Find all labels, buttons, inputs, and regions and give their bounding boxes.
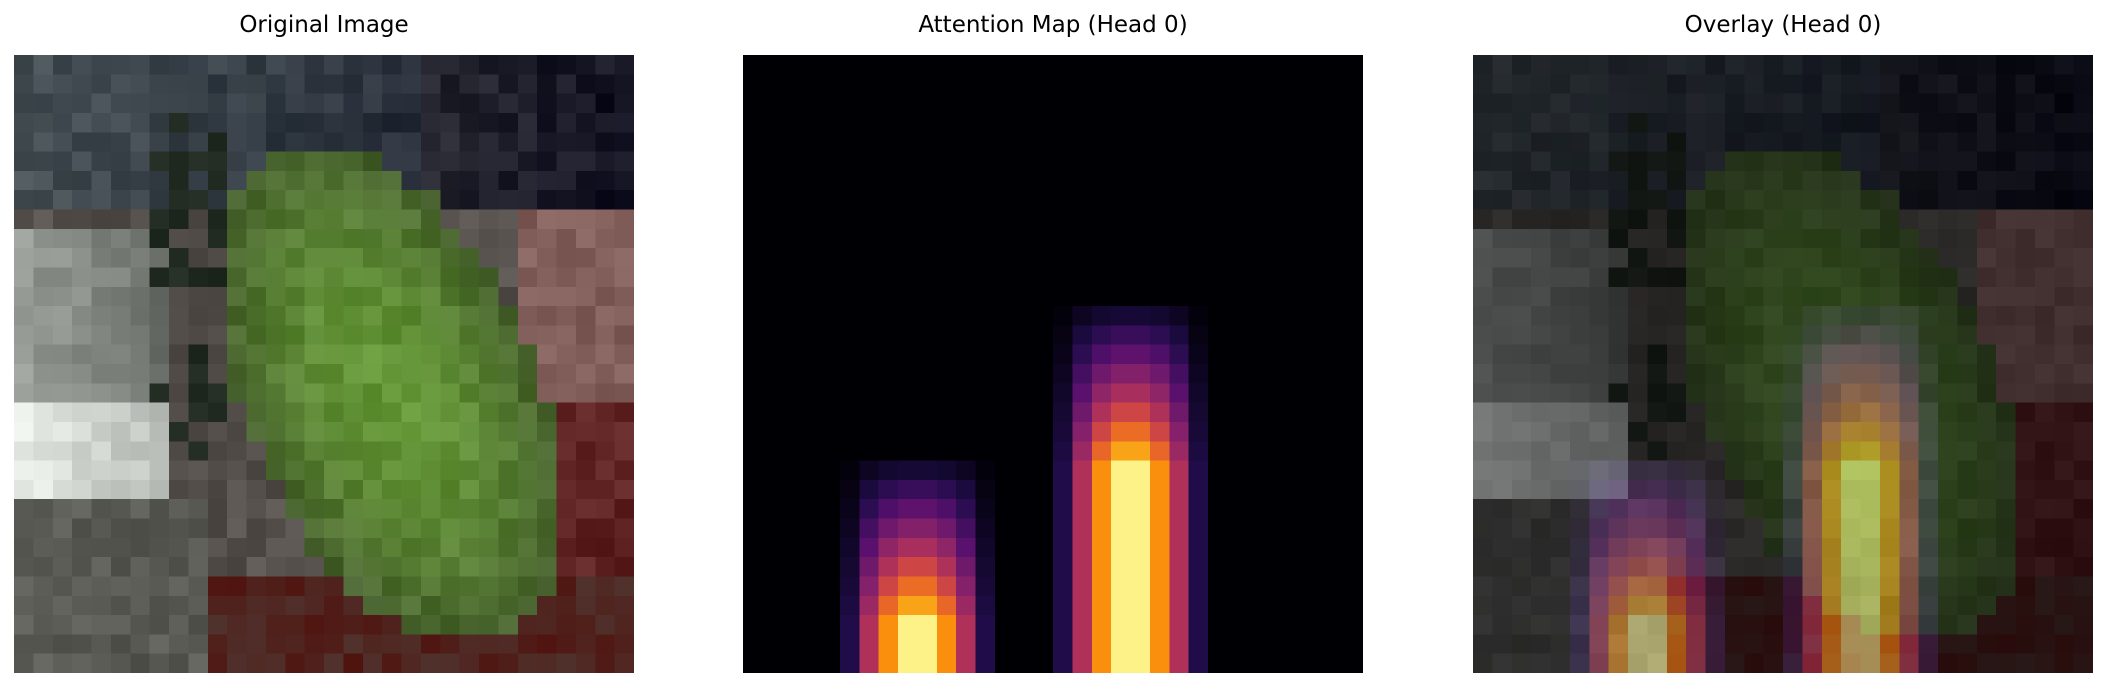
attention-map-image (743, 55, 1363, 673)
panel-overlay: Overlay (Head 0) (1473, 0, 2093, 688)
panel-title-overlay: Overlay (Head 0) (1684, 12, 1882, 38)
panel-title-attention: Attention Map (Head 0) (918, 12, 1188, 38)
overlay-image (1473, 55, 2093, 673)
panel-attention: Attention Map (Head 0) (743, 0, 1363, 688)
panel-title-original: Original Image (239, 12, 409, 38)
panel-original: Original Image (14, 0, 634, 688)
original-image (14, 55, 634, 673)
